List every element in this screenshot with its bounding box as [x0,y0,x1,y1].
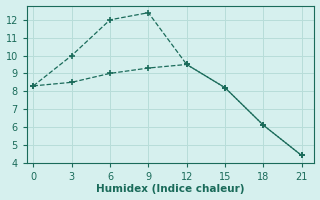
X-axis label: Humidex (Indice chaleur): Humidex (Indice chaleur) [96,184,245,194]
